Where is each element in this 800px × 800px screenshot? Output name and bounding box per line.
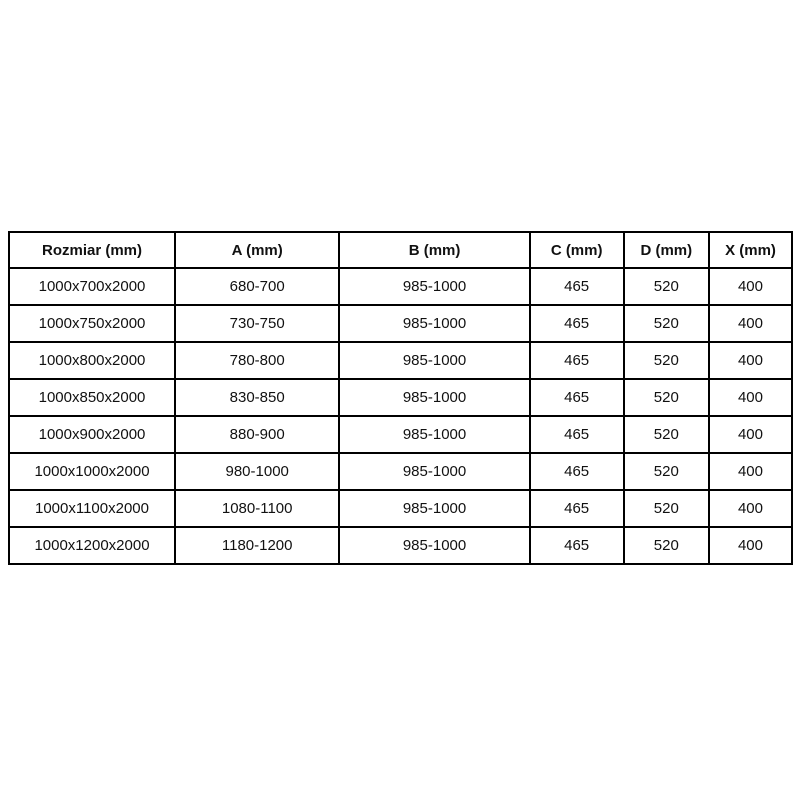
cell-b: 985-1000 bbox=[338, 378, 531, 417]
cell-d: 520 bbox=[622, 452, 710, 491]
cell-d: 520 bbox=[622, 341, 710, 380]
cell-c: 465 bbox=[528, 452, 625, 491]
cell-x: 400 bbox=[707, 378, 794, 417]
cell-rozmiar: 1000x1100x2000 bbox=[8, 489, 176, 528]
table-row: 1000x1000x2000 980-1000 985-1000 465 520… bbox=[8, 452, 794, 491]
table-row: 1000x900x2000 880-900 985-1000 465 520 4… bbox=[8, 415, 794, 454]
cell-d: 520 bbox=[622, 526, 710, 565]
cell-x: 400 bbox=[707, 341, 794, 380]
cell-b: 985-1000 bbox=[338, 267, 531, 306]
cell-b: 985-1000 bbox=[338, 526, 531, 565]
cell-c: 465 bbox=[528, 415, 625, 454]
column-header-x: X (mm) bbox=[707, 231, 794, 269]
cell-b: 985-1000 bbox=[338, 489, 531, 528]
cell-c: 465 bbox=[528, 267, 625, 306]
cell-a: 830-850 bbox=[173, 378, 341, 417]
cell-x: 400 bbox=[707, 304, 794, 343]
column-header-a: A (mm) bbox=[173, 231, 341, 269]
cell-a: 780-800 bbox=[173, 341, 341, 380]
cell-a: 1080-1100 bbox=[173, 489, 341, 528]
table-row: 1000x1200x2000 1180-1200 985-1000 465 52… bbox=[8, 526, 794, 565]
cell-rozmiar: 1000x1200x2000 bbox=[8, 526, 176, 565]
cell-rozmiar: 1000x900x2000 bbox=[8, 415, 176, 454]
cell-a: 1180-1200 bbox=[173, 526, 341, 565]
cell-rozmiar: 1000x750x2000 bbox=[8, 304, 176, 343]
cell-a: 730-750 bbox=[173, 304, 341, 343]
dimensions-table-container: Rozmiar (mm) A (mm) B (mm) C (mm) D (mm)… bbox=[8, 231, 794, 565]
cell-d: 520 bbox=[622, 415, 710, 454]
column-header-d: D (mm) bbox=[622, 231, 710, 269]
dimensions-table: Rozmiar (mm) A (mm) B (mm) C (mm) D (mm)… bbox=[8, 231, 794, 565]
cell-d: 520 bbox=[622, 267, 710, 306]
cell-rozmiar: 1000x700x2000 bbox=[8, 267, 176, 306]
table-row: 1000x850x2000 830-850 985-1000 465 520 4… bbox=[8, 378, 794, 417]
table-row: 1000x700x2000 680-700 985-1000 465 520 4… bbox=[8, 267, 794, 306]
cell-a: 980-1000 bbox=[173, 452, 341, 491]
table-row: 1000x800x2000 780-800 985-1000 465 520 4… bbox=[8, 341, 794, 380]
cell-d: 520 bbox=[622, 378, 710, 417]
cell-b: 985-1000 bbox=[338, 341, 531, 380]
column-header-rozmiar: Rozmiar (mm) bbox=[8, 231, 176, 269]
cell-b: 985-1000 bbox=[338, 452, 531, 491]
cell-rozmiar: 1000x850x2000 bbox=[8, 378, 176, 417]
cell-c: 465 bbox=[528, 526, 625, 565]
cell-b: 985-1000 bbox=[338, 415, 531, 454]
cell-c: 465 bbox=[528, 489, 625, 528]
cell-x: 400 bbox=[707, 415, 794, 454]
cell-x: 400 bbox=[707, 489, 794, 528]
cell-c: 465 bbox=[528, 304, 625, 343]
cell-x: 400 bbox=[707, 452, 794, 491]
cell-x: 400 bbox=[707, 526, 794, 565]
cell-c: 465 bbox=[528, 378, 625, 417]
column-header-c: C (mm) bbox=[528, 231, 625, 269]
table-row: 1000x1100x2000 1080-1100 985-1000 465 52… bbox=[8, 489, 794, 528]
cell-a: 680-700 bbox=[173, 267, 341, 306]
cell-x: 400 bbox=[707, 267, 794, 306]
table-row: 1000x750x2000 730-750 985-1000 465 520 4… bbox=[8, 304, 794, 343]
cell-b: 985-1000 bbox=[338, 304, 531, 343]
cell-rozmiar: 1000x800x2000 bbox=[8, 341, 176, 380]
cell-rozmiar: 1000x1000x2000 bbox=[8, 452, 176, 491]
table-header-row: Rozmiar (mm) A (mm) B (mm) C (mm) D (mm)… bbox=[8, 231, 794, 269]
column-header-b: B (mm) bbox=[338, 231, 531, 269]
cell-c: 465 bbox=[528, 341, 625, 380]
cell-d: 520 bbox=[622, 489, 710, 528]
cell-d: 520 bbox=[622, 304, 710, 343]
cell-a: 880-900 bbox=[173, 415, 341, 454]
